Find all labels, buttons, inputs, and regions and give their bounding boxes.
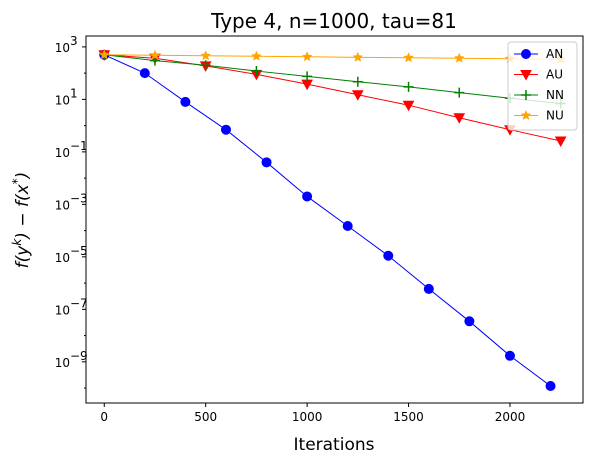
- legend-item-au: AU: [514, 68, 563, 82]
- y-tick-label: 10: [55, 251, 70, 265]
- series-an: [99, 49, 556, 391]
- data-point-nn: [200, 60, 211, 71]
- data-point-nu: [403, 52, 414, 63]
- series-line-an: [104, 54, 551, 387]
- data-point-an: [261, 157, 272, 168]
- legend-marker: [521, 90, 531, 100]
- data-point-an: [545, 380, 556, 391]
- data-point-au: [554, 136, 567, 148]
- y-axis-label: f(yk) − f(x*): [10, 172, 33, 269]
- data-point-nu: [453, 52, 465, 63]
- legend: AN AU NN NU: [507, 41, 578, 131]
- legend-label: NN: [546, 88, 564, 102]
- legend-item-nn: NN: [514, 88, 564, 102]
- data-point-an: [302, 191, 313, 202]
- y-tick-exponent: −7: [70, 296, 88, 310]
- data-point-au: [402, 100, 415, 112]
- data-point-nn: [454, 87, 465, 98]
- y-tick-label: 10: [55, 356, 70, 370]
- data-point-nu: [200, 50, 212, 61]
- x-tick-label: 1000: [292, 410, 323, 424]
- data-point-an: [423, 283, 434, 294]
- y-tick-label: 10: [55, 93, 70, 107]
- data-point-an: [464, 316, 475, 327]
- y-tick-exponent: −9: [70, 349, 88, 363]
- data-point-nn: [251, 66, 262, 77]
- data-point-au: [453, 113, 466, 124]
- series-line-nn: [104, 54, 561, 104]
- data-point-an: [139, 68, 150, 79]
- series-layer: [98, 49, 567, 391]
- x-axis-label: Iterations: [294, 435, 375, 455]
- legend-marker: [520, 109, 532, 121]
- data-point-an: [504, 350, 515, 361]
- data-point-nn: [302, 71, 313, 82]
- data-point-nn: [352, 76, 363, 87]
- y-axis-label-text: f(yk) − f(x*): [10, 172, 33, 269]
- legend-label: AN: [546, 47, 563, 61]
- chart-title: Type 4, n=1000, tau=81: [210, 9, 457, 33]
- x-axis: 0 500 1000 1500 2000: [100, 403, 525, 424]
- y-tick-label: 10: [55, 146, 70, 160]
- data-point-nu: [251, 50, 262, 61]
- legend-label: AU: [546, 68, 563, 82]
- data-point-nu: [149, 49, 161, 60]
- plot-frame: [85, 35, 584, 404]
- y-tick-exponent: 3: [70, 34, 78, 48]
- y-tick-label: 10: [55, 198, 70, 212]
- data-point-nu: [98, 49, 110, 60]
- legend-marker: [521, 49, 531, 59]
- data-point-au: [351, 90, 364, 101]
- legend-item-nu: NU: [514, 109, 564, 123]
- y-tick-exponent: −1: [70, 139, 88, 153]
- x-tick-label: 2000: [495, 410, 526, 424]
- data-point-an: [383, 250, 394, 261]
- y-tick-label: 10: [55, 303, 70, 317]
- x-tick-label: 500: [194, 410, 217, 424]
- data-point-an: [342, 220, 353, 231]
- x-tick-label: 0: [100, 410, 108, 424]
- y-tick-label: 10: [55, 41, 70, 55]
- legend-marker: [520, 70, 532, 81]
- y-tick-exponent: 1: [70, 86, 78, 100]
- data-point-nu: [301, 51, 313, 62]
- data-point-an: [180, 96, 191, 107]
- series-line-au: [104, 54, 561, 142]
- x-tick-label: 1500: [393, 410, 424, 424]
- legend-box: [507, 41, 578, 131]
- legend-label: NU: [546, 109, 564, 123]
- data-point-nu: [352, 51, 364, 62]
- data-point-nn: [403, 81, 414, 92]
- data-point-an: [220, 124, 231, 135]
- y-tick-exponent: −3: [70, 191, 88, 205]
- legend-item-an: AN: [514, 47, 563, 61]
- series-line-nu: [104, 54, 561, 60]
- y-tick-exponent: −5: [70, 244, 88, 258]
